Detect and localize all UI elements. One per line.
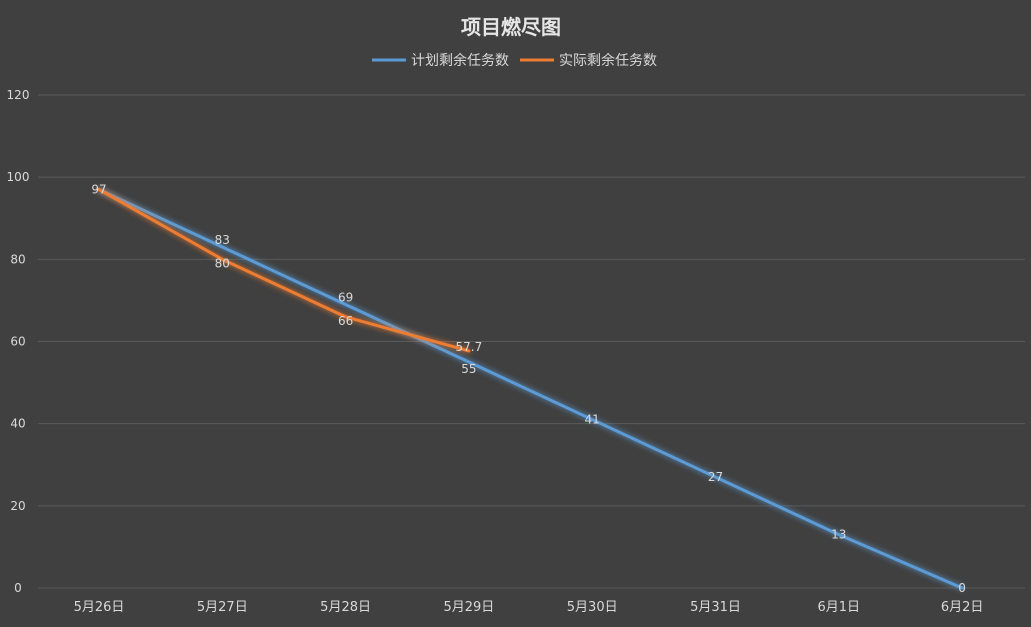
x-tick-label: 5月28日 [320,600,371,615]
x-tick-label: 5月27日 [197,600,248,615]
y-tick-label: 40 [10,417,25,431]
legend: 计划剩余任务数 实际剩余任务数 [372,52,657,69]
x-axis: 5月26日 5月27日 5月28日 5月29日 5月30日 5月31日 6月1日 6月2日 [74,600,984,615]
y-tick-label: 120 [7,88,30,102]
data-label: 80 [215,256,230,270]
y-axis: 0 20 40 60 80 100 120 [7,88,30,595]
y-tick-label: 0 [14,581,22,595]
legend-label: 计划剩余任务数 [411,52,509,69]
data-label: 13 [831,528,846,542]
legend-label: 实际剩余任务数 [559,52,657,69]
data-label: 55 [461,362,476,376]
data-label: 66 [338,314,353,328]
gridlines [38,94,1025,589]
series-line-planned [97,187,964,590]
y-tick-label: 60 [10,335,25,349]
y-tick-label: 20 [10,499,25,513]
data-label: 69 [338,291,353,305]
data-label: 27 [708,470,723,484]
x-tick-label: 5月31日 [690,600,741,615]
data-label: 57.7 [456,340,483,354]
x-tick-label: 6月1日 [818,600,861,615]
chart-title: 项目燃尽图 [461,15,561,39]
x-tick-label: 6月2日 [941,600,984,615]
y-tick-label: 80 [10,252,25,266]
data-label: 0 [958,581,966,595]
data-labels: 97 83 69 55 41 27 13 0 80 66 57.7 [91,182,966,595]
data-label: 83 [215,233,230,247]
x-tick-label: 5月29日 [443,600,494,615]
series-line-actual [97,187,471,353]
y-tick-label: 100 [7,170,30,184]
data-label: 41 [585,413,600,427]
x-tick-label: 5月30日 [567,600,618,615]
x-tick-label: 5月26日 [74,600,125,615]
data-label: 97 [91,182,106,196]
series-layer [97,187,964,590]
